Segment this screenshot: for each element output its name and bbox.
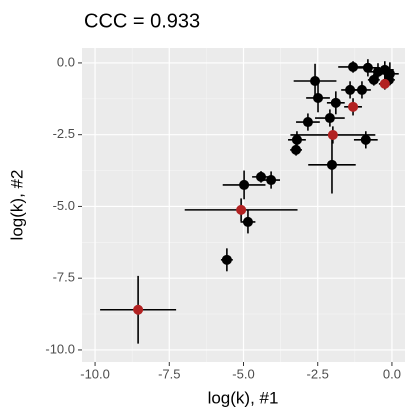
point — [302, 117, 313, 128]
y-tick-label: -2.5 — [53, 126, 75, 141]
point — [221, 254, 232, 265]
point — [345, 84, 356, 95]
x-tick-label: -5.0 — [232, 366, 254, 381]
point — [256, 171, 267, 182]
point — [348, 61, 359, 72]
y-tick-label: -5.0 — [53, 198, 75, 213]
point — [310, 76, 321, 87]
point — [348, 101, 359, 112]
point — [133, 304, 144, 315]
y-tick-label: -7.5 — [53, 270, 75, 285]
point — [291, 144, 302, 155]
point — [313, 92, 324, 103]
point — [326, 159, 337, 170]
y-tick-label: -10.0 — [45, 341, 75, 356]
point — [266, 175, 277, 186]
point — [356, 84, 367, 95]
point — [362, 62, 373, 73]
x-tick-label: -2.5 — [307, 366, 329, 381]
point — [379, 78, 390, 89]
point — [291, 134, 302, 145]
point — [236, 204, 247, 215]
x-tick-label: 0.0 — [383, 366, 401, 381]
point — [242, 216, 253, 227]
y-axis-label: log(k), #2 — [7, 170, 26, 241]
x-axis-label: log(k), #1 — [208, 388, 279, 407]
chart-title: CCC = 0.933 — [84, 10, 200, 32]
y-tick-label: 0.0 — [57, 54, 75, 69]
point — [360, 134, 371, 145]
x-tick-label: -10.0 — [80, 366, 110, 381]
point — [368, 74, 379, 85]
x-tick-label: -7.5 — [158, 366, 180, 381]
point — [239, 179, 250, 190]
point — [327, 129, 338, 140]
point — [330, 97, 341, 108]
point — [324, 113, 335, 124]
